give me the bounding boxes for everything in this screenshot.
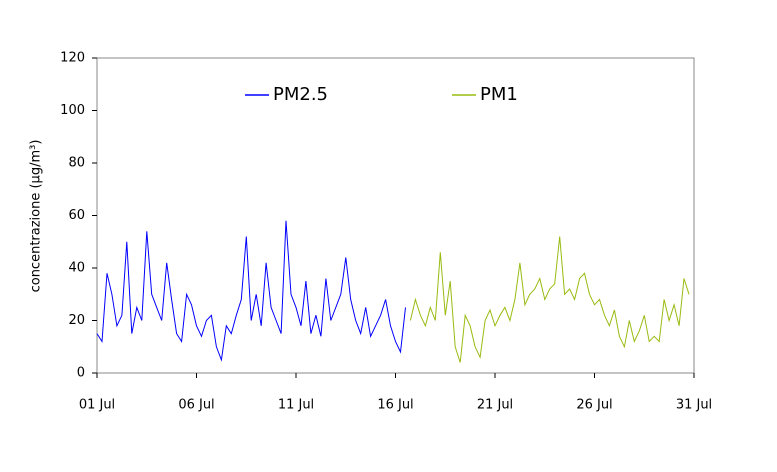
x-tick-label: 11 Jul [278,398,314,413]
x-tick-label: 31 Jul [676,398,712,413]
legend-label: PM1 [480,84,518,105]
y-tick-label: 20 [68,313,85,328]
x-tick-label: 21 Jul [477,398,513,413]
x-tick-label: 16 Jul [377,398,413,413]
y-tick-label: 60 [68,208,85,223]
y-tick-label: 100 [60,103,85,118]
data-line [96,220,406,362]
y-axis-label: concentrazione (µg/m³) [29,140,44,293]
y-tick-label: 80 [68,156,85,171]
y-tick-label: 120 [60,51,85,66]
y-tick-label: 40 [68,261,85,276]
x-tick-label: 01 Jul [79,398,115,413]
y-tick-label: 0 [77,366,85,381]
x-tick-label: 06 Jul [178,398,214,413]
plot-frame [96,57,695,374]
x-tick-label: 26 Jul [576,398,612,413]
legend-label: PM2.5 [273,84,328,105]
data-line [409,236,690,363]
